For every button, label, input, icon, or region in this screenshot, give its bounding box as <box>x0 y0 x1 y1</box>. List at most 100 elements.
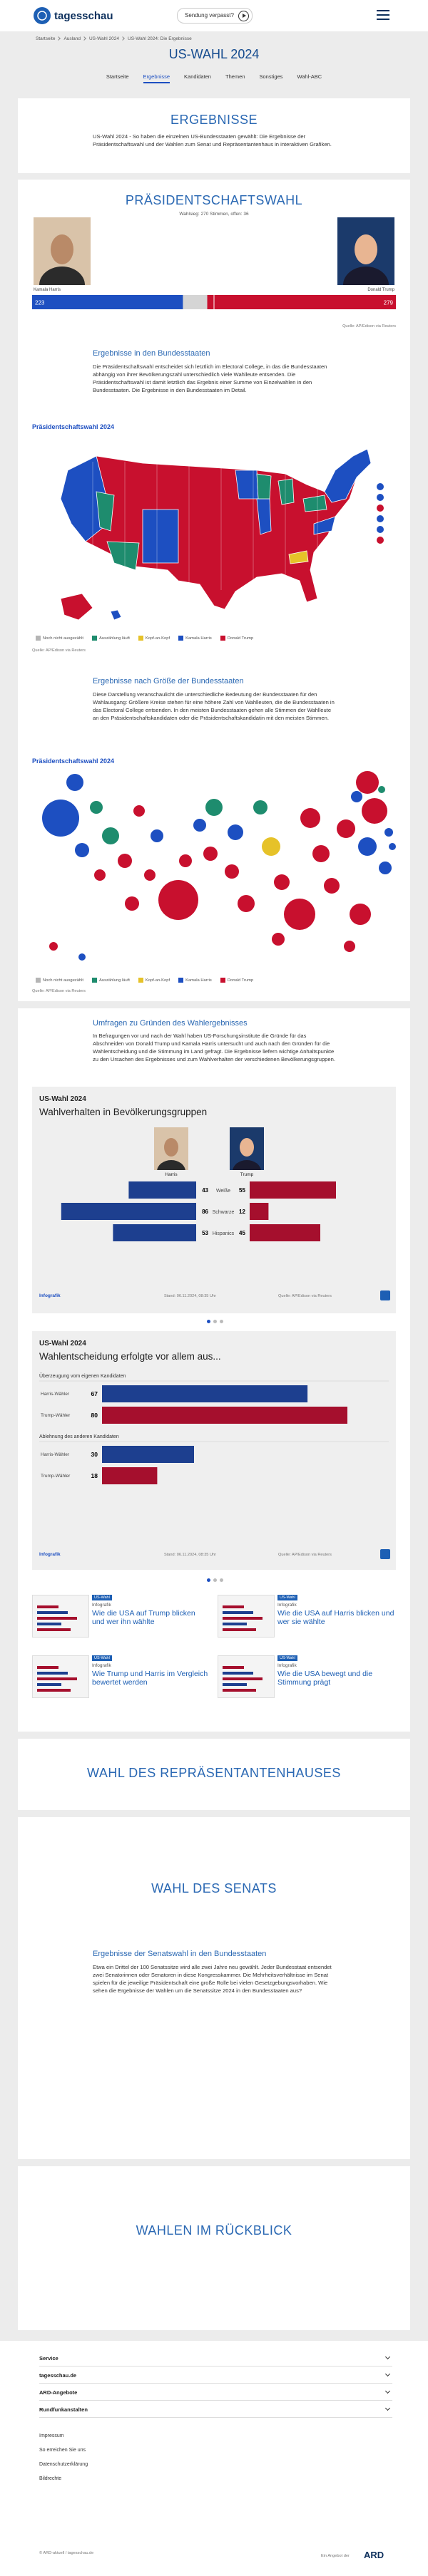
group-label: Schwarze <box>213 1210 235 1215</box>
bar-trump <box>250 1181 336 1199</box>
legend-swatch <box>92 978 98 983</box>
legend-swatch <box>178 978 184 983</box>
row-label: Harris-Wähler <box>41 1392 70 1397</box>
teaser-thumb[interactable] <box>218 1595 275 1638</box>
breadcrumb-separator <box>56 36 61 41</box>
tab[interactable]: Kandidaten <box>184 73 211 80</box>
column-label: Trump <box>240 1172 254 1177</box>
teaser-thumb[interactable] <box>32 1655 89 1698</box>
state-bubble <box>378 786 385 793</box>
ard-logo[interactable]: ARD <box>364 2550 384 2560</box>
footer-menu-item[interactable]: Rundfunkanstalten <box>39 2406 88 2413</box>
teaser-kicker: Infografik <box>92 1663 111 1668</box>
state-area <box>313 516 336 535</box>
breadcrumb-item[interactable]: Ausland <box>63 36 81 41</box>
electors-value: 279 <box>384 300 394 306</box>
state-bubble <box>312 845 330 862</box>
teaser-thumb[interactable] <box>32 1595 89 1638</box>
teaser-tag: US-Wahl <box>92 1595 112 1600</box>
state-area <box>256 473 272 500</box>
thumb-bar <box>223 1617 263 1620</box>
state-bubble <box>351 791 362 802</box>
subheading: Ergebnisse nach Größe der Bundesstaaten <box>93 677 244 686</box>
legend-item: Noch nicht ausgezählt <box>36 978 83 983</box>
pager-dot[interactable] <box>207 1578 210 1582</box>
footer-menu-item[interactable]: ARD-Angebote <box>39 2389 78 2396</box>
thumb-bar <box>223 1672 253 1675</box>
breadcrumb-item[interactable]: Startseite <box>36 36 56 41</box>
thumb-bar <box>223 1683 247 1686</box>
state-bubble <box>274 874 290 890</box>
tabs: Startseite Ergebnisse Kandidaten Themen Sons… <box>0 73 428 83</box>
legend-item: Donald Trump <box>220 978 253 983</box>
teaser-title[interactable]: Wie die USA auf Harris blicken und wer s… <box>277 1609 394 1626</box>
teaser-title[interactable]: Wie die USA auf Trump blicken und wer ih… <box>92 1609 195 1626</box>
bar-trump <box>250 1203 269 1220</box>
card <box>18 1817 410 2159</box>
value-label: 30 <box>91 1451 98 1458</box>
small-state <box>377 526 384 533</box>
graphic-kicker: US-Wahl 2024 <box>39 1340 86 1348</box>
electoral-bar-harris <box>32 295 183 309</box>
teaser-thumb[interactable] <box>218 1655 275 1698</box>
pager-dot[interactable] <box>213 1320 217 1323</box>
pager-dot[interactable] <box>207 1320 210 1323</box>
breadcrumb-item[interactable]: US-Wahl 2024 <box>88 36 119 41</box>
tab[interactable]: Sonstiges <box>259 73 283 80</box>
legend-label: Kopf-an-Kopf <box>145 636 170 641</box>
state-area <box>277 478 295 505</box>
graphic-kicker: US-Wahl 2024 <box>39 1095 86 1103</box>
thumb-bar <box>37 1689 71 1692</box>
photo-head <box>164 1138 178 1157</box>
footer-menu-item[interactable]: Service <box>39 2355 58 2362</box>
pager-dot[interactable] <box>220 1578 223 1582</box>
graphic-title: Wahlentscheidung erfolgte vor allem aus.… <box>39 1351 221 1362</box>
breadcrumb: Startseite Ausland US-Wahl 2024 US-Wahl 202… <box>36 36 192 41</box>
share-badge[interactable] <box>380 1549 390 1559</box>
bubble-map <box>42 771 396 961</box>
legend: Noch nicht ausgezählt Auszählung läuft Kop… <box>36 978 253 983</box>
photo-head <box>240 1138 254 1157</box>
state-bubble <box>133 805 145 817</box>
state-bubble <box>225 864 239 879</box>
footer-link[interactable]: So erreichen Sie uns <box>39 2448 86 2453</box>
value-label: 18 <box>91 1472 98 1479</box>
photo-body <box>343 267 389 285</box>
footer-menu-item[interactable]: tagesschau.de <box>39 2372 77 2379</box>
tab[interactable]: Startseite <box>106 73 129 80</box>
share-badge[interactable] <box>380 1290 390 1300</box>
card <box>18 98 410 173</box>
small-state <box>377 505 384 512</box>
pager-dot[interactable] <box>220 1320 223 1323</box>
menu-button[interactable] <box>377 10 389 20</box>
teaser-title[interactable]: Wie die USA bewegt und die Stimmung präg… <box>277 1670 373 1687</box>
state-bubble <box>358 837 377 856</box>
missed-button[interactable]: Sendung verpasst? <box>177 8 253 24</box>
breadcrumb-separator <box>82 36 86 41</box>
footer-link[interactable]: Bildrechte <box>39 2476 62 2481</box>
thumb-bar <box>223 1666 244 1669</box>
breadcrumb-item[interactable]: US-Wahl 2024: Die Ergebnisse <box>128 36 192 41</box>
card <box>18 2166 410 2330</box>
state-bubble <box>362 798 387 824</box>
logo-text[interactable]: tagesschau <box>54 10 113 22</box>
reason-bar <box>102 1407 347 1424</box>
tab[interactable]: Wahl-ABC <box>297 73 322 80</box>
state-bubble <box>203 847 218 861</box>
state-bubble <box>262 837 280 856</box>
play-triangle <box>243 14 246 18</box>
footer-link[interactable]: Datenschutzerklärung <box>39 2462 88 2467</box>
state-bubble <box>384 828 393 837</box>
bar-harris <box>128 1181 196 1199</box>
logo-globe <box>37 11 47 21</box>
tab[interactable]: Ergebnisse <box>143 73 170 83</box>
teaser-title[interactable]: Wie Trump und Harris im Vergleich bewert… <box>92 1670 208 1687</box>
infographic <box>32 1331 396 1570</box>
pager-dot[interactable] <box>213 1578 217 1582</box>
value-label: 67 <box>91 1390 98 1397</box>
reason-bars: Überzeugung vom eigenen Kandidaten Harris… <box>39 1373 389 1484</box>
legend-swatch <box>138 978 143 983</box>
footer-link[interactable]: Impressum <box>39 2433 64 2438</box>
footer-rule <box>39 2417 392 2418</box>
tab[interactable]: Themen <box>225 73 245 80</box>
